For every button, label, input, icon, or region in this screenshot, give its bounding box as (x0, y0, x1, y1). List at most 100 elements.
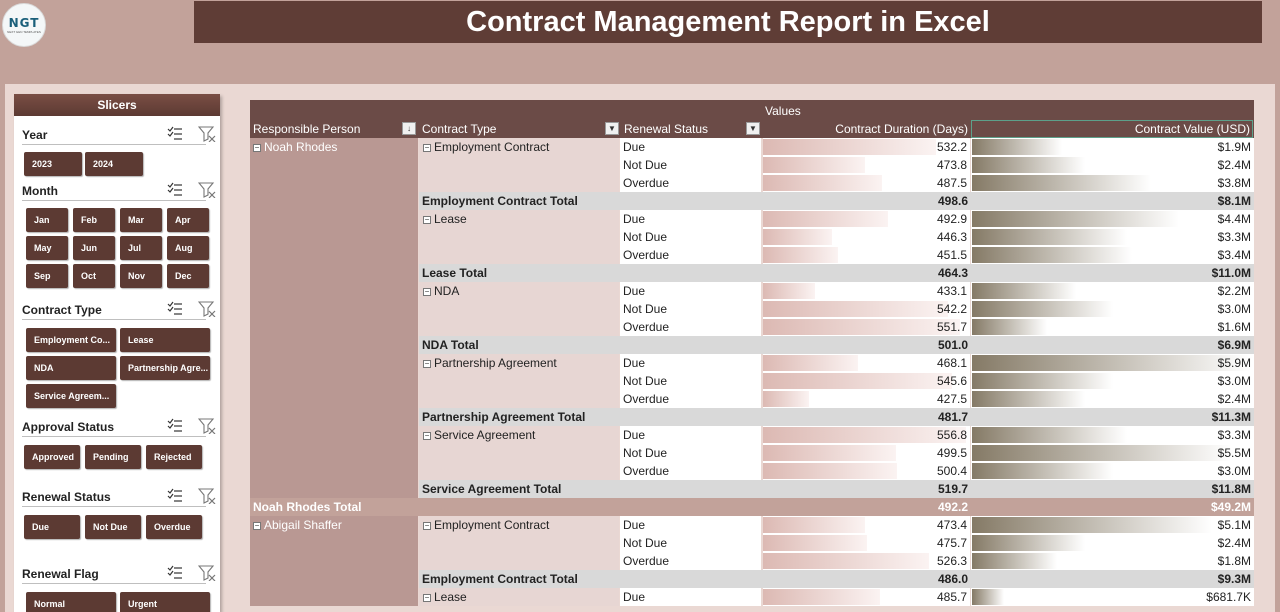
table-row[interactable]: Overdue 427.5 $2.4M (250, 390, 1254, 408)
table-row[interactable]: Not Due 542.2 $3.0M (250, 300, 1254, 318)
table-row[interactable]: Overdue 451.5 $3.4M (250, 246, 1254, 264)
renewal-status-cell: Overdue (620, 174, 761, 192)
value-data-bar (972, 211, 1180, 227)
duration-data-bar (763, 301, 949, 317)
contract-type-cell (419, 228, 619, 246)
value-data-bar (972, 157, 1086, 173)
slicer-button-year[interactable]: 2024 (85, 152, 143, 176)
slicer-button-month[interactable]: Sep (26, 264, 68, 288)
table-row[interactable]: Not Due 473.8 $2.4M (250, 156, 1254, 174)
subtotal-row[interactable]: NDA Total 501.0 $6.9M (250, 336, 1254, 354)
collapse-icon[interactable]: − (253, 521, 261, 530)
subtotal-row[interactable]: Service Agreement Total 519.7 $11.8M (250, 480, 1254, 498)
table-row[interactable]: − Employment Contract Due 473.4 $5.1M − Abigai… (250, 516, 1254, 534)
duration-cell: 542.2 (763, 300, 970, 318)
slicer-button-month[interactable]: Jun (73, 236, 115, 260)
slicer-button-month[interactable]: Nov (120, 264, 162, 288)
collapse-icon[interactable]: − (423, 431, 431, 440)
clear-filter-icon[interactable] (197, 126, 216, 147)
table-row[interactable]: − Employment Contract Due 532.2 $1.9M − Noah R… (250, 138, 1254, 156)
table-row[interactable]: Not Due 446.3 $3.3M (250, 228, 1254, 246)
table-row[interactable]: − Lease Due 485.7 $681.7K (250, 588, 1254, 606)
slicer-button-renewal-status[interactable]: Not Due (85, 515, 141, 539)
clear-filter-icon[interactable] (197, 418, 216, 439)
slicer-button-renewal-flag[interactable]: Urgent (120, 592, 210, 612)
report-title: Contract Management Report in Excel (466, 5, 990, 38)
slicer-button-month[interactable]: Mar (120, 208, 162, 232)
slicer-divider (22, 436, 206, 437)
duration-data-bar (763, 157, 866, 173)
value-data-bar (972, 589, 1005, 605)
subtotal-row[interactable]: Employment Contract Total 498.6 $8.1M (250, 192, 1254, 210)
slicer-button-approval-status[interactable]: Rejected (146, 445, 202, 469)
slicer-button-contract-type[interactable]: NDA (26, 356, 116, 380)
contract-type-cell (419, 552, 619, 570)
slicer-button-month[interactable]: Oct (73, 264, 115, 288)
slicer-button-approval-status[interactable]: Pending (85, 445, 141, 469)
collapse-icon[interactable]: − (253, 143, 261, 152)
renewal-status-cell: Overdue (620, 246, 761, 264)
table-row[interactable]: Not Due 545.6 $3.0M (250, 372, 1254, 390)
multi-select-icon[interactable] (166, 488, 184, 509)
table-row[interactable]: Not Due 475.7 $2.4M (250, 534, 1254, 552)
slicer-button-month[interactable]: Feb (73, 208, 115, 232)
table-row[interactable]: − Lease Due 492.9 $4.4M (250, 210, 1254, 228)
multi-select-icon[interactable] (166, 301, 184, 322)
value-cell: $3.3M (971, 426, 1254, 444)
value-data-bar (972, 355, 1250, 371)
contract-type-cell (419, 156, 619, 174)
total-value-cell: $8.1M (971, 192, 1254, 210)
company-logo: NGT NEXT GEN TEMPLATES (2, 3, 46, 47)
subtotal-row[interactable]: Partnership Agreement Total 481.7 $11.3M (250, 408, 1254, 426)
slicer-button-year[interactable]: 2023 (24, 152, 82, 176)
contract-type-cell: − Employment Contract (419, 516, 619, 534)
slicer-button-month[interactable]: May (26, 236, 68, 260)
multi-select-icon[interactable] (166, 182, 184, 203)
table-row[interactable]: Overdue 526.3 $1.8M (250, 552, 1254, 570)
table-row[interactable]: Overdue 487.5 $3.8M (250, 174, 1254, 192)
slicer-button-month[interactable]: Aug (167, 236, 209, 260)
subtotal-label: Partnership Agreement Total (419, 408, 971, 426)
filter-dropdown-button[interactable]: ▼ (605, 122, 619, 135)
person-total-row[interactable]: Noah Rhodes Total 492.2 $49.2M (250, 498, 1254, 516)
collapse-icon[interactable]: − (423, 287, 431, 296)
slicer-button-contract-type[interactable]: Lease (120, 328, 210, 352)
renewal-status-cell: Due (620, 138, 761, 156)
table-row[interactable]: Overdue 551.7 $1.6M (250, 318, 1254, 336)
filter-dropdown-button[interactable]: ▼ (746, 122, 760, 135)
multi-select-icon[interactable] (166, 418, 184, 439)
collapse-icon[interactable]: − (423, 593, 431, 602)
slicer-button-month[interactable]: Apr (167, 208, 209, 232)
slicer-button-contract-type[interactable]: Service Agreem... (26, 384, 116, 408)
clear-filter-icon[interactable] (197, 301, 216, 322)
slicer-button-contract-type[interactable]: Employment Co... (26, 328, 116, 352)
slicer-button-month[interactable]: Dec (167, 264, 209, 288)
slicer-button-month[interactable]: Jul (120, 236, 162, 260)
column-header: Renewal Status (624, 122, 709, 136)
clear-filter-icon[interactable] (197, 182, 216, 203)
multi-select-icon[interactable] (166, 126, 184, 147)
slicer-button-month[interactable]: Jan (26, 208, 68, 232)
filter-dropdown-button[interactable]: ↓ (402, 122, 416, 135)
clear-filter-icon[interactable] (197, 565, 216, 586)
collapse-icon[interactable]: − (423, 215, 431, 224)
table-row[interactable]: − NDA Due 433.1 $2.2M (250, 282, 1254, 300)
collapse-icon[interactable]: − (423, 143, 431, 152)
duration-data-bar (763, 355, 859, 371)
collapse-icon[interactable]: − (423, 359, 431, 368)
collapse-icon[interactable]: − (423, 521, 431, 530)
slicer-button-renewal-flag[interactable]: Normal (26, 592, 116, 612)
table-row[interactable]: − Service Agreement Due 556.8 $3.3M (250, 426, 1254, 444)
slicer-button-approval-status[interactable]: Approved (24, 445, 80, 469)
multi-select-icon[interactable] (166, 565, 184, 586)
subtotal-row[interactable]: Lease Total 464.3 $11.0M (250, 264, 1254, 282)
slicer-button-contract-type[interactable]: Partnership Agre... (120, 356, 210, 380)
slicer-button-renewal-status[interactable]: Due (24, 515, 80, 539)
renewal-status-cell: Not Due (620, 300, 761, 318)
table-row[interactable]: Not Due 499.5 $5.5M (250, 444, 1254, 462)
slicer-button-renewal-status[interactable]: Overdue (146, 515, 202, 539)
subtotal-row[interactable]: Employment Contract Total 486.0 $9.3M (250, 570, 1254, 588)
table-row[interactable]: − Partnership Agreement Due 468.1 $5.9M (250, 354, 1254, 372)
table-row[interactable]: Overdue 500.4 $3.0M (250, 462, 1254, 480)
clear-filter-icon[interactable] (197, 488, 216, 509)
